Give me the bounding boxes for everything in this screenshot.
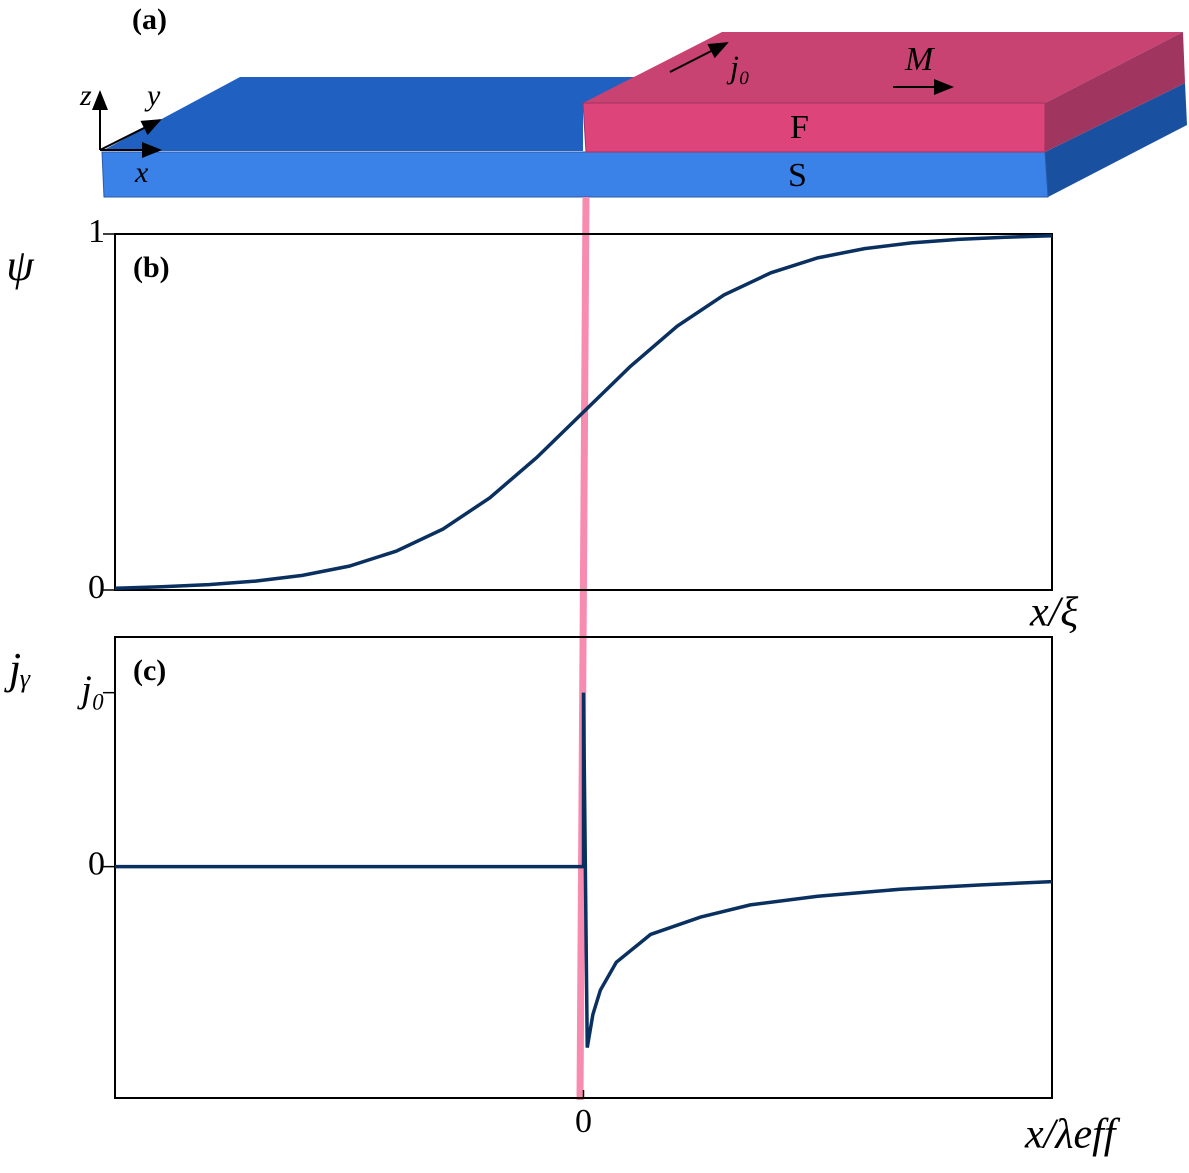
axis-label: x [134,156,149,189]
plot-frame [114,233,1053,591]
s-side [1045,83,1187,197]
x-axis-label: x/ξ [1029,590,1078,636]
layer-label: S [788,157,807,194]
y-tick-label: 1 [88,213,105,250]
panel-label: (b) [133,251,170,284]
j-arrow [669,42,729,73]
f-top [583,32,1183,103]
axis-label: z [79,79,92,112]
panel-label: (c) [133,654,166,687]
data-line [114,234,1053,590]
s-top [102,77,650,151]
x-axis-label: x/λeff [1024,1112,1121,1158]
y-tick-label: 0 [88,845,105,882]
y-arrow [99,119,162,151]
y-tick-label: 0 [88,569,105,606]
x-tick-label: 0 [575,1103,592,1140]
layer-label: F [790,109,809,146]
y-axis-label: jᵧ [4,644,31,693]
magnetization-label: M [904,41,935,78]
f-front [582,102,1046,153]
y-tick-label: j₀ [76,668,105,710]
panel-label: (a) [132,3,167,36]
f-side [1045,32,1185,152]
s-front [101,151,1049,198]
y-axis-label: ψ [6,241,34,290]
data-line [115,692,1053,1048]
axis-label: y [144,79,161,112]
current-label: j₀ [726,48,750,84]
interface-line [576,196,590,1101]
